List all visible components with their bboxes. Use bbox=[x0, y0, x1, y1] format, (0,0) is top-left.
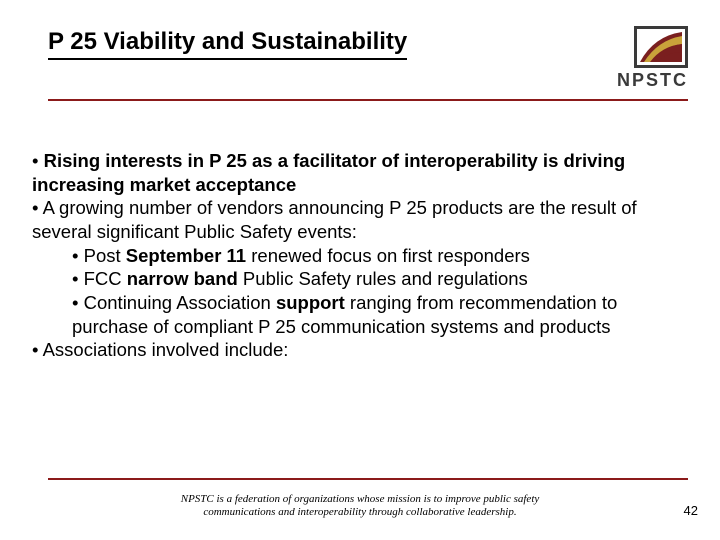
footer-text: NPSTC is a federation of organizations w… bbox=[0, 493, 720, 521]
bullet-1: • Rising interests in P 25 as a facilita… bbox=[32, 149, 680, 196]
footer-rule bbox=[48, 478, 688, 480]
bullet-2-2: • FCC narrow band Public Safety rules an… bbox=[32, 267, 680, 291]
page-number: 42 bbox=[684, 503, 698, 518]
logo-mark-icon bbox=[634, 26, 688, 68]
npstc-logo: NPSTC bbox=[617, 26, 688, 91]
logo-text: NPSTC bbox=[617, 70, 688, 91]
bullet-3: • Associations involved include: bbox=[32, 338, 680, 362]
bullet-2: • A growing number of vendors announcing… bbox=[32, 196, 680, 243]
bullet-2-1: • Post September 11 renewed focus on fir… bbox=[32, 244, 680, 268]
slide-title: P 25 Viability and Sustainability bbox=[48, 28, 407, 60]
bullet-2-3: • Continuing Association support ranging… bbox=[32, 291, 680, 338]
slide-body: • Rising interests in P 25 as a facilita… bbox=[0, 101, 720, 362]
